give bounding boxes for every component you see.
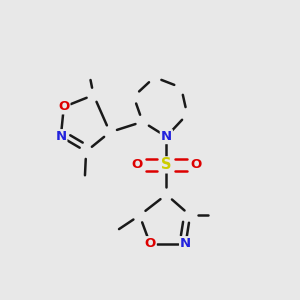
Text: N: N (180, 237, 191, 250)
Text: O: O (190, 158, 202, 171)
Text: O: O (131, 158, 142, 171)
Text: S: S (161, 158, 172, 172)
Text: O: O (58, 100, 69, 113)
Text: N: N (55, 130, 66, 143)
Text: N: N (161, 130, 172, 143)
Text: O: O (144, 237, 156, 250)
